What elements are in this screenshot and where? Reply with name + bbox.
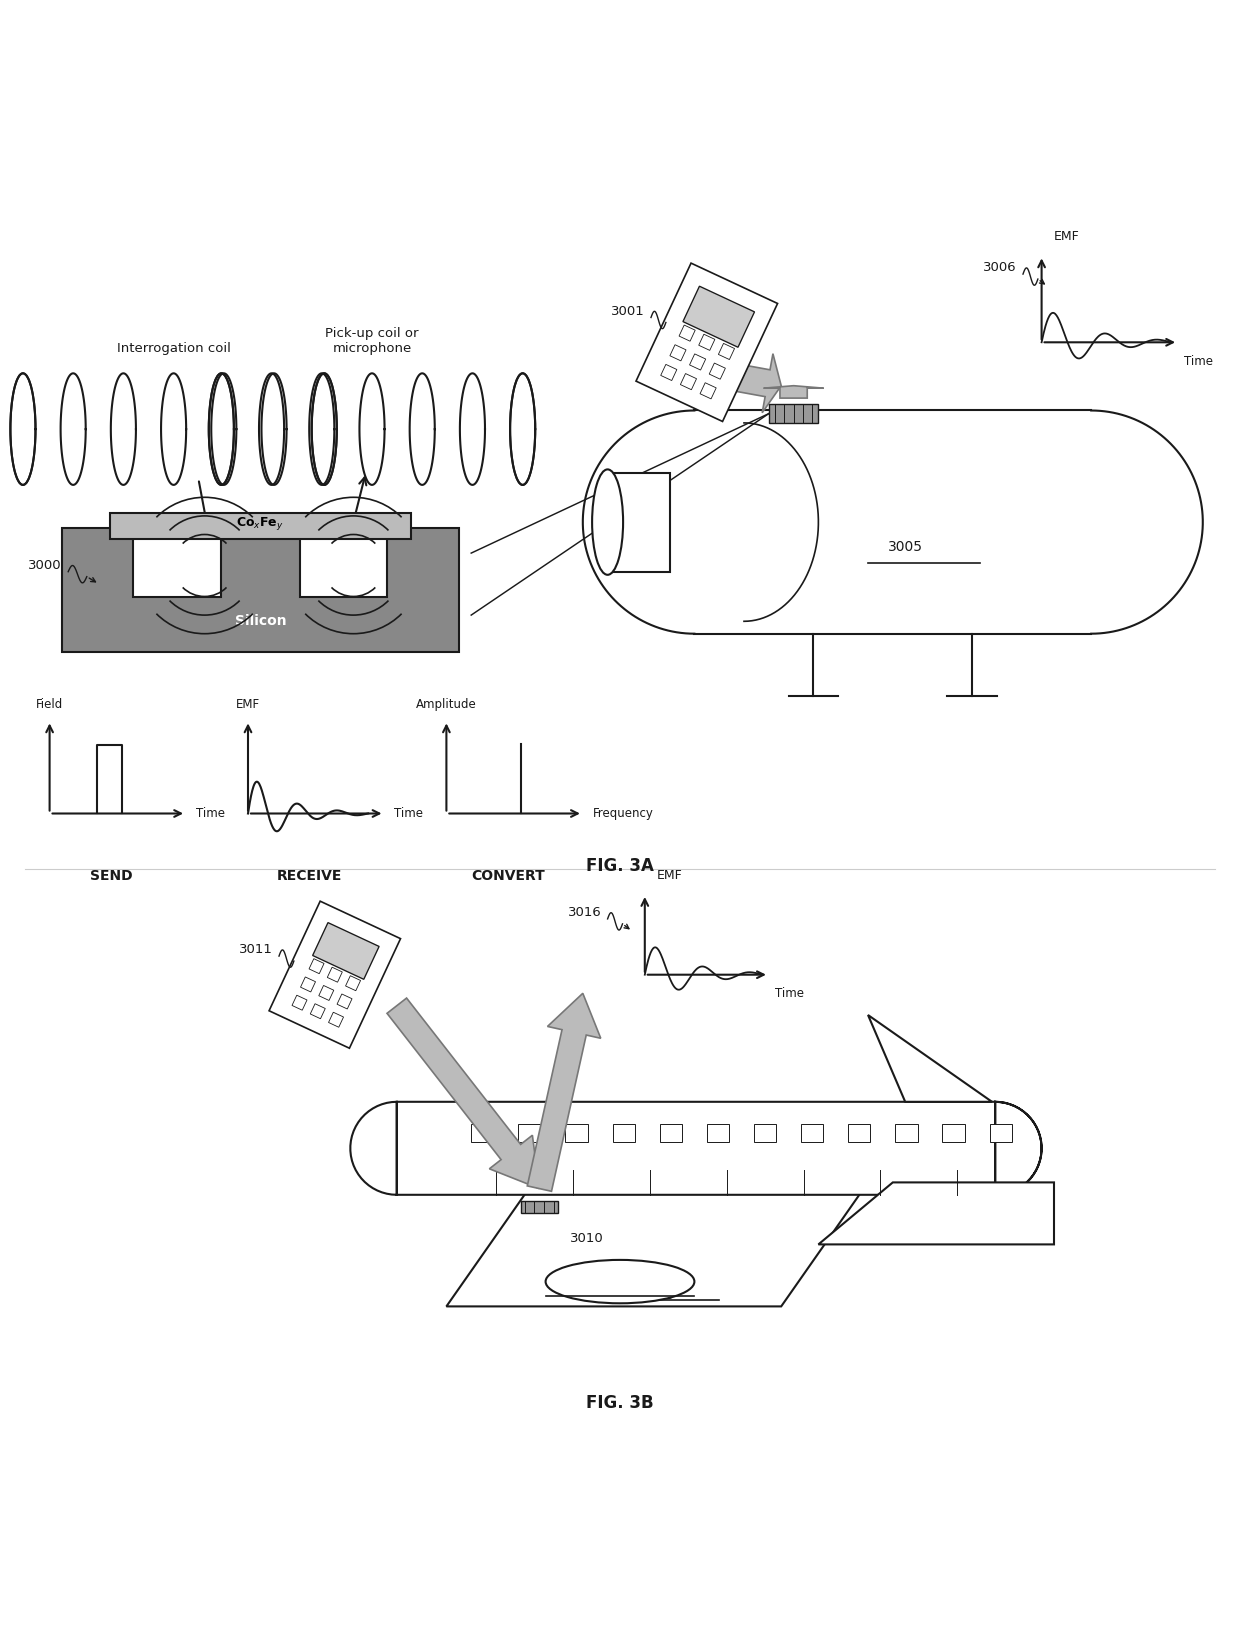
Text: SEND: SEND (89, 869, 133, 883)
Bar (694, 410, 1091, 633)
Text: Amplitude: Amplitude (417, 698, 476, 711)
Text: 3005: 3005 (888, 540, 923, 553)
Polygon shape (701, 382, 717, 399)
Bar (521, 1201, 558, 1214)
Polygon shape (351, 1101, 1042, 1194)
Bar (769, 403, 818, 423)
Polygon shape (680, 325, 696, 342)
Polygon shape (698, 334, 715, 350)
Text: 3006: 3006 (983, 262, 1017, 275)
Text: CONVERT: CONVERT (471, 869, 544, 883)
Text: FIG. 3A: FIG. 3A (587, 857, 653, 875)
Bar (518, 1124, 541, 1142)
Polygon shape (337, 994, 352, 1009)
Polygon shape (329, 1012, 343, 1027)
Bar (660, 1124, 682, 1142)
Bar (134, 529, 221, 597)
Bar (707, 1124, 729, 1142)
Polygon shape (269, 901, 401, 1048)
Polygon shape (346, 976, 361, 991)
Polygon shape (327, 966, 342, 983)
Ellipse shape (546, 1259, 694, 1303)
Polygon shape (636, 264, 777, 421)
Bar (300, 529, 387, 597)
Ellipse shape (591, 470, 622, 574)
Bar (895, 1124, 918, 1142)
Polygon shape (709, 363, 725, 379)
Text: Interrogation coil: Interrogation coil (117, 342, 231, 355)
Text: Co$_x$Fe$_y$: Co$_x$Fe$_y$ (237, 516, 284, 532)
Polygon shape (683, 286, 754, 347)
Bar (608, 472, 670, 571)
Polygon shape (310, 1004, 325, 1019)
Bar (109, 513, 412, 540)
Polygon shape (291, 996, 308, 1010)
Polygon shape (661, 364, 677, 381)
FancyArrow shape (527, 994, 600, 1191)
Bar (613, 1124, 635, 1142)
Text: 3010: 3010 (570, 1232, 604, 1245)
Text: 3016: 3016 (568, 906, 601, 919)
Text: EMF: EMF (1054, 229, 1079, 242)
Text: Time: Time (394, 807, 423, 820)
Text: 3000: 3000 (29, 560, 62, 573)
FancyArrow shape (387, 997, 539, 1189)
Bar (565, 1124, 588, 1142)
Text: 3015: 3015 (640, 1289, 675, 1302)
Text: RECEIVE: RECEIVE (277, 869, 342, 883)
Bar (62, 529, 459, 652)
Text: EMF: EMF (236, 698, 260, 711)
Text: Pick-up coil or
microphone: Pick-up coil or microphone (325, 327, 419, 355)
Text: Silicon: Silicon (234, 615, 286, 628)
Polygon shape (300, 976, 315, 992)
Text: Time: Time (775, 988, 804, 1001)
Text: 3001: 3001 (611, 304, 645, 317)
FancyArrow shape (711, 353, 781, 413)
Polygon shape (718, 343, 734, 360)
Polygon shape (670, 345, 686, 361)
Text: Field: Field (36, 698, 63, 711)
Bar (801, 1124, 823, 1142)
Polygon shape (309, 958, 324, 973)
Polygon shape (312, 923, 379, 979)
Bar (471, 1124, 494, 1142)
Polygon shape (319, 986, 334, 1001)
Bar (754, 1124, 776, 1142)
Bar (942, 1124, 965, 1142)
FancyArrow shape (764, 386, 823, 399)
Text: 3011: 3011 (239, 944, 273, 957)
Bar (848, 1124, 870, 1142)
Bar (990, 1124, 1012, 1142)
Text: Time: Time (1184, 355, 1213, 368)
Polygon shape (446, 1183, 868, 1306)
Polygon shape (868, 1015, 992, 1101)
Text: FIG. 3B: FIG. 3B (587, 1394, 653, 1412)
Text: Frequency: Frequency (593, 807, 653, 820)
Text: Time: Time (196, 807, 224, 820)
Polygon shape (681, 374, 697, 390)
Polygon shape (689, 355, 706, 369)
Polygon shape (818, 1183, 1054, 1245)
Text: EMF: EMF (657, 869, 682, 882)
